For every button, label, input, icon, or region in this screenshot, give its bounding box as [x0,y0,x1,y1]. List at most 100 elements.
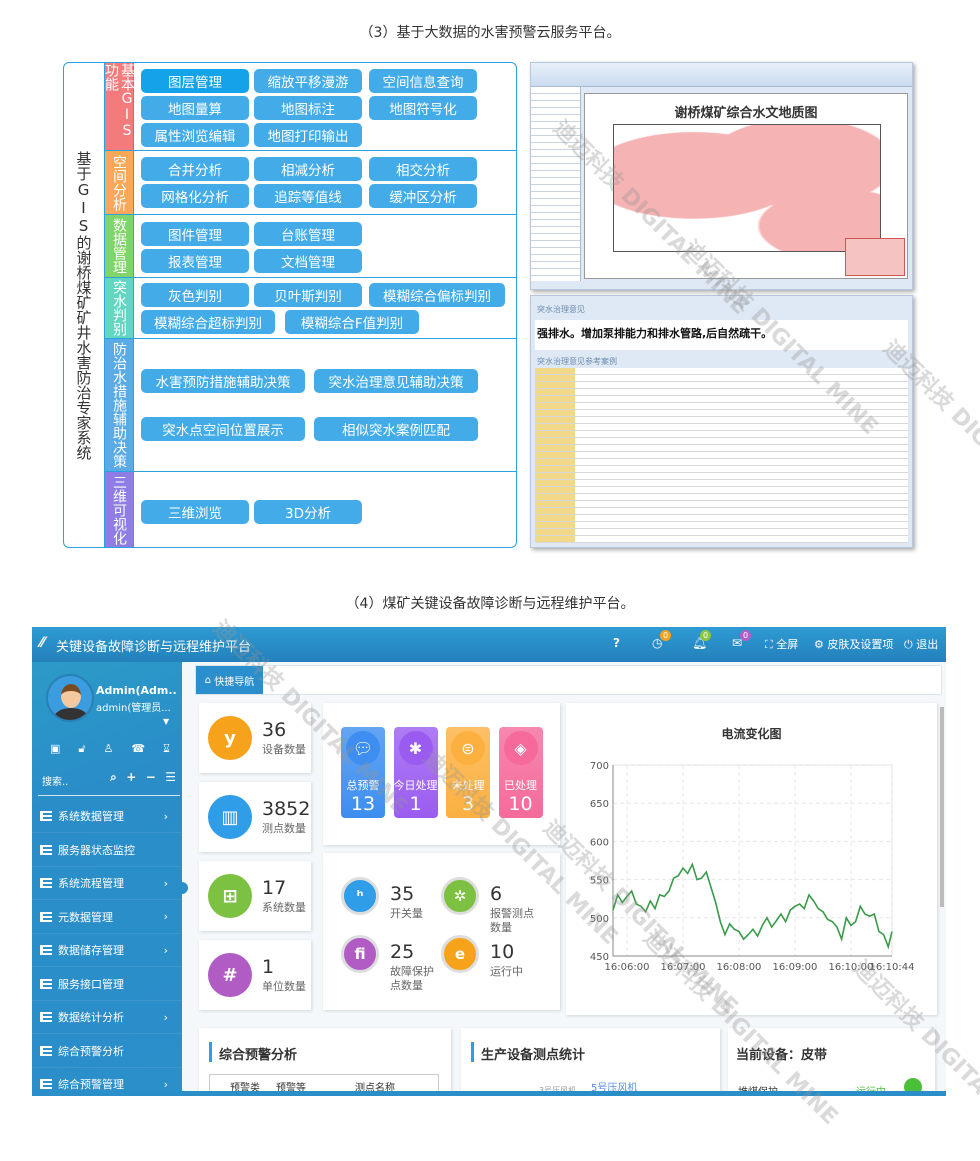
divider [38,795,180,796]
category-label: 空间分析 [105,151,134,214]
stat-card[interactable]: ⊞ 17 系统数量 [199,861,311,931]
alert-tile[interactable]: 💬︎ 总预警 13 [341,727,385,818]
function-button[interactable]: 地图量算 [141,96,249,120]
search-icon[interactable]: ⌕ [110,770,117,784]
stat-card[interactable]: y 36 设备数量 [199,703,311,773]
mail-icon[interactable]: ✉ 0 [732,630,751,650]
list-icon [40,978,52,989]
function-button[interactable]: 贝叶斯判别 [254,283,362,307]
contact-icon[interactable]: ▣ [50,742,61,755]
ie-icon[interactable]: e [441,935,479,973]
opinion-header: 突水治理意见 [537,305,585,314]
joomla-icon[interactable]: ✲ [441,877,479,915]
list-icon [40,811,52,821]
function-button[interactable]: 台账管理 [254,222,362,246]
y-tick-label: 500 [590,914,609,925]
function-button[interactable]: 地图打印输出 [254,123,362,147]
function-button[interactable]: 相似突水案例匹配 [314,417,478,441]
avatar[interactable] [46,674,94,722]
menu-tools: ⌕ + − ☰ [110,770,176,785]
alert-tile[interactable]: ⊜ 未处理 3 [446,727,490,818]
sidebar-item[interactable]: 数据储存管理 › [32,934,182,967]
clock-icon[interactable]: ◷ 0 [652,630,671,650]
list-icon [40,878,52,888]
expand-icon[interactable]: + [126,770,137,784]
function-button[interactable]: 突水治理意见辅助决策 [314,369,478,393]
function-button[interactable]: 空间信息查询 [369,69,477,93]
fullscreen-button[interactable]: ⛶ 全屏 [765,638,799,651]
x-tick-label: 16:07:00 [661,962,706,973]
function-button[interactable]: 相减分析 [254,157,362,181]
function-button[interactable]: 模糊综合偏标判别 [369,283,505,307]
user-role: admin(管理员... [96,703,171,714]
function-button[interactable]: 灰色判别 [141,283,249,307]
skin-settings-button[interactable]: ⚙ 皮肤及设置项 [814,638,894,651]
tab-bar: ⌂ 快捷导航 [195,665,942,695]
function-button[interactable]: 模糊综合超标判别 [141,310,275,334]
sidebar-item-label: 数据统计分析 [58,1011,124,1024]
function-button[interactable]: 追踪等值线 [254,184,362,208]
sidebar: Admin(Adm.. admin(管理员... ▼ ▣ 🔓︎ ♙ ☎ ⌛︎ 搜索.. … [32,662,182,1096]
alert-tile[interactable]: ✱ 今日处理 1 [393,727,438,818]
panel-title: 综合预警分析 [219,1048,298,1063]
collapse-icon[interactable]: − [145,770,156,784]
sidebar-item[interactable]: 服务器状态监控 [32,834,182,867]
function-button[interactable]: 相交分析 [369,157,477,181]
function-button[interactable]: 图件管理 [141,222,249,246]
category-row: 空间分析 合并分析 相减分析 相交分析网格化分析 追踪等值线 缓冲区分析 [105,151,516,215]
chevron-right-icon: › [163,1010,168,1024]
user-icon[interactable]: ♙ [103,742,114,755]
function-button[interactable]: 报表管理 [141,249,249,273]
function-button[interactable]: 文档管理 [254,249,362,273]
help-icon[interactable]: ? [613,636,620,650]
scrollbar[interactable] [940,707,944,907]
stat-card[interactable]: #1 单位数量 [199,940,311,1010]
function-button[interactable]: 三维浏览 [141,500,249,524]
link-icon: ◈ [503,731,538,765]
sidebar-item[interactable]: 综合预警分析 [32,1035,182,1068]
function-button[interactable]: 网格化分析 [141,184,249,208]
menu-search-input[interactable]: 搜索.. [42,777,69,788]
menu-toggle-icon[interactable]: ☰ [165,770,176,784]
houzz-icon[interactable]: ʰ [341,877,379,915]
overview-map [845,238,905,276]
function-button[interactable]: 缩放平移漫游 [254,69,362,93]
hourglass-icon[interactable]: ⌛︎ [163,742,170,755]
category-text: 基本GIS功能 [103,63,135,139]
sidebar-item[interactable]: 系统流程管理 › [32,867,182,900]
function-button[interactable]: 突水点空间位置展示 [141,417,305,441]
function-button[interactable]: 地图标注 [254,96,362,120]
tab-quick-nav[interactable]: ⌂ 快捷导航 [196,666,263,694]
alert-tile[interactable]: ◈ 已处理 10 [498,727,543,818]
fi-icon[interactable]: fi [341,935,379,973]
stat-value: 17 [262,877,287,899]
sidebar-item-label: 元数据管理 [58,910,113,924]
function-button[interactable]: 模糊综合F值判别 [285,310,419,334]
phone-icon[interactable]: ☎ [131,742,146,755]
function-button[interactable]: 图层管理 [141,69,249,93]
sidebar-item[interactable]: 综合预警管理 › [32,1068,182,1096]
logout-button[interactable]: ⏻ 退出 [904,638,939,651]
sidebar-item[interactable]: 服务接口管理 [32,968,182,1001]
user-dropdown-icon[interactable]: ▼ [163,717,170,726]
function-button[interactable]: 属性浏览编辑 [141,123,249,147]
sidebar-item[interactable]: 元数据管理 › [32,901,182,934]
platform-window: ⁄⁄ 关键设备故障诊断与远程维护平台 ? ◷ 0 🔔︎ 0 ✉ 0 ⛶ 全屏 ⚙ 皮肤… [32,627,946,1096]
bell-icon[interactable]: 🔔︎ 0 [692,630,711,650]
alert-label: 总预警 [346,779,380,792]
function-button[interactable]: 水害预防措施辅助决策 [141,369,305,393]
sidebar-item[interactable]: 数据统计分析 › [32,1001,182,1034]
list-icon [40,844,52,855]
sidebar-item[interactable]: 系统数据管理 › [32,800,182,833]
section-caption-4: （4）煤矿关键设备故障诊断与远程维护平台。 [345,596,635,612]
windows-icon: ⊞ [208,874,252,918]
user-actions: ▣ 🔓︎ ♙ ☎ ⌛︎ [50,742,170,756]
function-button[interactable]: 合并分析 [141,157,249,181]
function-button[interactable]: 地图符号化 [369,96,477,120]
sidebar-collapse-handle[interactable] [182,882,188,894]
unlock-icon[interactable]: 🔓︎ [78,742,86,755]
y-tick-label: 600 [590,837,609,848]
function-button[interactable]: 缓冲区分析 [369,184,477,208]
stat-card[interactable]: ▥ 3852 测点数量 [199,782,311,852]
function-button[interactable]: 3D分析 [254,500,362,524]
